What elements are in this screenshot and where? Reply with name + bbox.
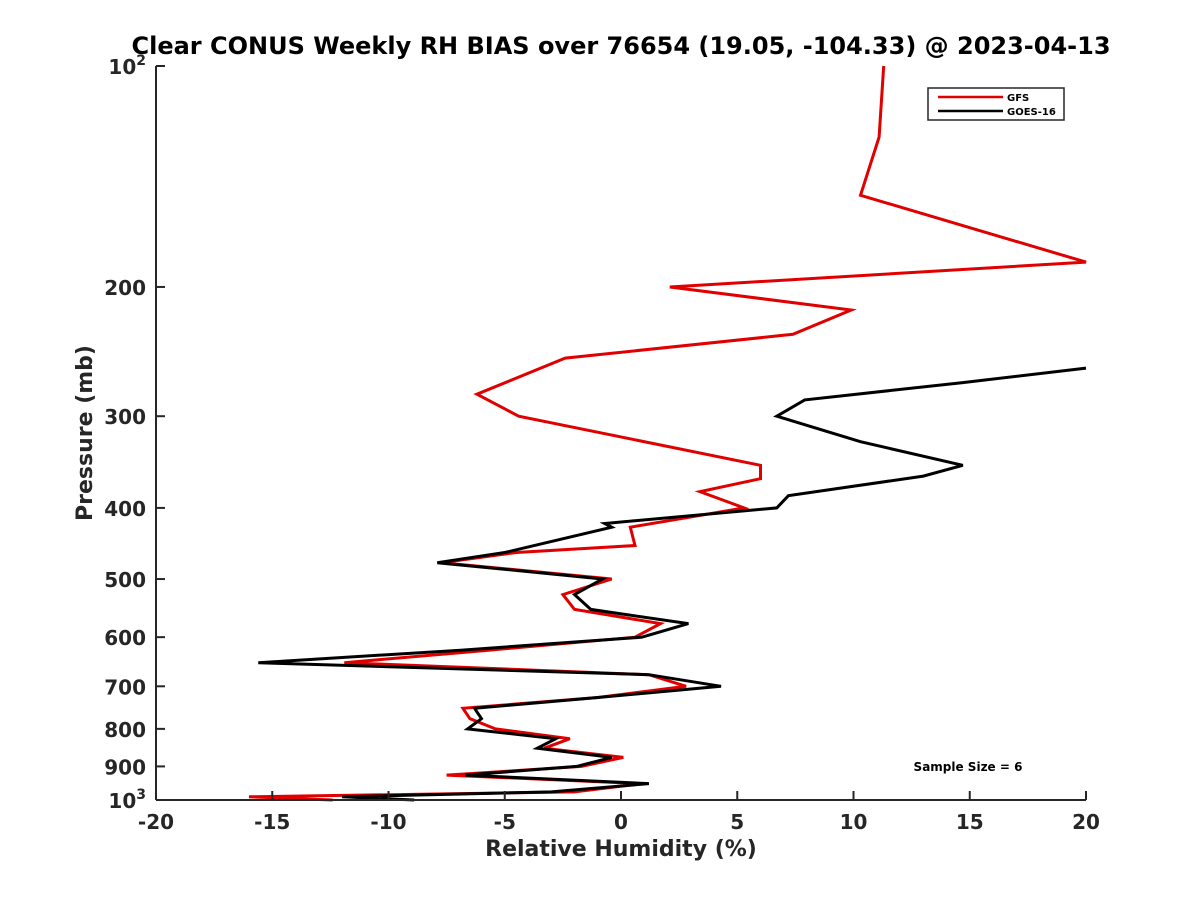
x-ticks: -20 -15 -10 -5 0 5 10 15 20 bbox=[138, 791, 1100, 834]
y-axis-label: Pressure (mb) bbox=[73, 345, 98, 521]
sample-size-annotation: Sample Size = 6 bbox=[914, 760, 1023, 774]
x-tick-label: 15 bbox=[956, 810, 984, 834]
y-ticks: 102 200 300 400 500 600 700 800 900 103 bbox=[104, 53, 165, 813]
x-tick-label: 10 bbox=[840, 810, 868, 834]
y-tick-label: 400 bbox=[104, 497, 146, 521]
x-tick-label: -15 bbox=[254, 810, 290, 834]
x-tick-label: 20 bbox=[1072, 810, 1100, 834]
legend: GFS GOES-16 bbox=[927, 87, 1065, 121]
y-tick-label: 300 bbox=[104, 405, 146, 429]
series-layer bbox=[248, 65, 1087, 802]
x-tick-label: 5 bbox=[730, 810, 744, 834]
x-tick-label: -10 bbox=[370, 810, 406, 834]
series-line-goes16 bbox=[258, 366, 1087, 802]
x-tick-label: 0 bbox=[614, 810, 628, 834]
legend-label-goes16: GOES-16 bbox=[1007, 107, 1056, 118]
y-tick-label: 700 bbox=[104, 675, 146, 699]
chart-title: Clear CONUS Weekly RH BIAS over 76654 (1… bbox=[131, 32, 1110, 60]
y-tick-label: 200 bbox=[104, 276, 146, 300]
x-tick-label: -5 bbox=[494, 810, 516, 834]
y-tick-label: 800 bbox=[104, 718, 146, 742]
legend-box bbox=[927, 87, 1065, 121]
y-tick-label: 102 bbox=[108, 53, 146, 79]
y-tick-label: 500 bbox=[104, 568, 146, 592]
legend-label-gfs: GFS bbox=[1007, 93, 1029, 104]
x-tick-label: -20 bbox=[138, 810, 174, 834]
y-tick-label: 900 bbox=[104, 755, 146, 779]
y-tick-label: 103 bbox=[108, 787, 146, 813]
y-tick-label: 600 bbox=[104, 626, 146, 650]
x-axis-label: Relative Humidity (%) bbox=[485, 837, 757, 862]
